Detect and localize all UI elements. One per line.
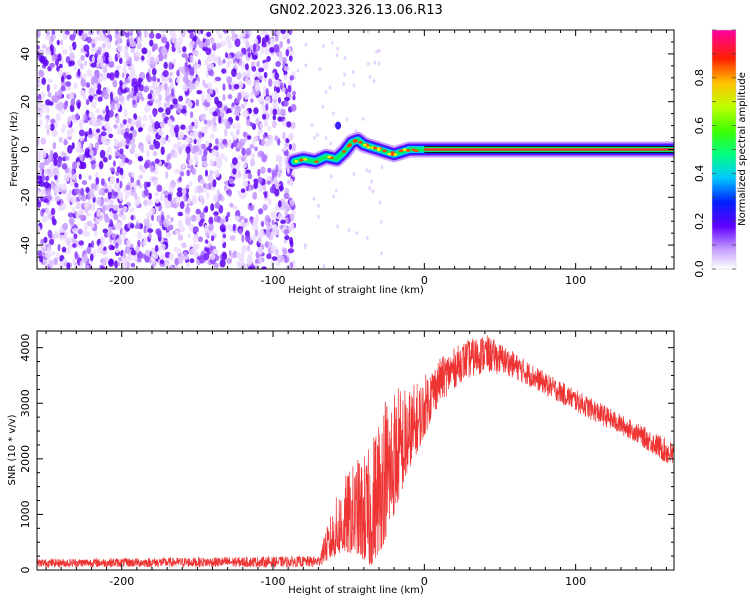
spectrogram-noise-region — [37, 30, 384, 269]
x-tick-label: -200 — [109, 575, 134, 588]
snr-panel: -200 -100 0 100 0 1000 2000 3000 4000 Height of… — [7, 330, 675, 596]
x-tick-label: -100 — [261, 274, 286, 287]
spectrogram-y-ticks: -40 -20 0 20 40 — [19, 29, 674, 270]
y-tick-label: 20 — [19, 95, 32, 109]
colorbar-tick-label: 0.2 — [693, 212, 706, 230]
y-tick-label: -40 — [19, 236, 32, 254]
y-tick-label: 0 — [19, 146, 32, 153]
spectrogram-x-axis-label: Height of straight line (km) — [288, 285, 424, 296]
y-tick-label: -20 — [19, 188, 32, 206]
y-tick-label: 40 — [19, 47, 32, 61]
y-tick-label: 0 — [19, 567, 32, 574]
x-tick-label: -200 — [109, 274, 134, 287]
colorbar-tick-label: 0.8 — [693, 69, 706, 87]
colorbar-tick-label: 0.6 — [693, 117, 706, 135]
y-tick-label: 2000 — [19, 445, 32, 473]
x-tick-label: -100 — [261, 575, 286, 588]
y-tick-label: 1000 — [19, 500, 32, 528]
spectrogram-y-axis-label: Frequency (Hz) — [9, 111, 20, 187]
snr-x-ticks: -200 -100 0 100 — [45, 331, 667, 588]
snr-y-ticks: 0 1000 2000 3000 4000 — [19, 334, 674, 574]
spectrogram-signal-track — [286, 121, 674, 170]
snr-series — [37, 335, 674, 569]
snr-line — [37, 335, 674, 569]
y-tick-label: 3000 — [19, 389, 32, 417]
x-tick-label: 100 — [565, 575, 586, 588]
x-tick-label: 100 — [565, 274, 586, 287]
colorbar-tick-label: 0.4 — [693, 165, 706, 183]
colorbar-tick-label: 0.0 — [693, 260, 706, 278]
snr-frame — [36, 330, 675, 571]
x-tick-label: 0 — [421, 575, 428, 588]
y-tick-label: 4000 — [19, 334, 32, 362]
snr-x-axis-label: Height of straight line (km) — [288, 585, 424, 596]
x-tick-label: 0 — [421, 274, 428, 287]
colorbar-label: Normalized spectral amplitude — [737, 72, 748, 226]
colorbar-ticks: 0.0 0.2 0.4 0.6 0.8 — [693, 29, 736, 278]
colorbar: 0.0 0.2 0.4 0.6 0.8 Normalized spectral ampl… — [693, 29, 748, 278]
snr-y-axis-label: SNR (10 * v/v) — [7, 414, 18, 485]
snr-background — [37, 331, 674, 570]
spectrogram-x-ticks: -200 -100 0 100 — [45, 30, 667, 287]
figure-title: GN02.2023.326.13.06.R13 — [269, 3, 443, 18]
